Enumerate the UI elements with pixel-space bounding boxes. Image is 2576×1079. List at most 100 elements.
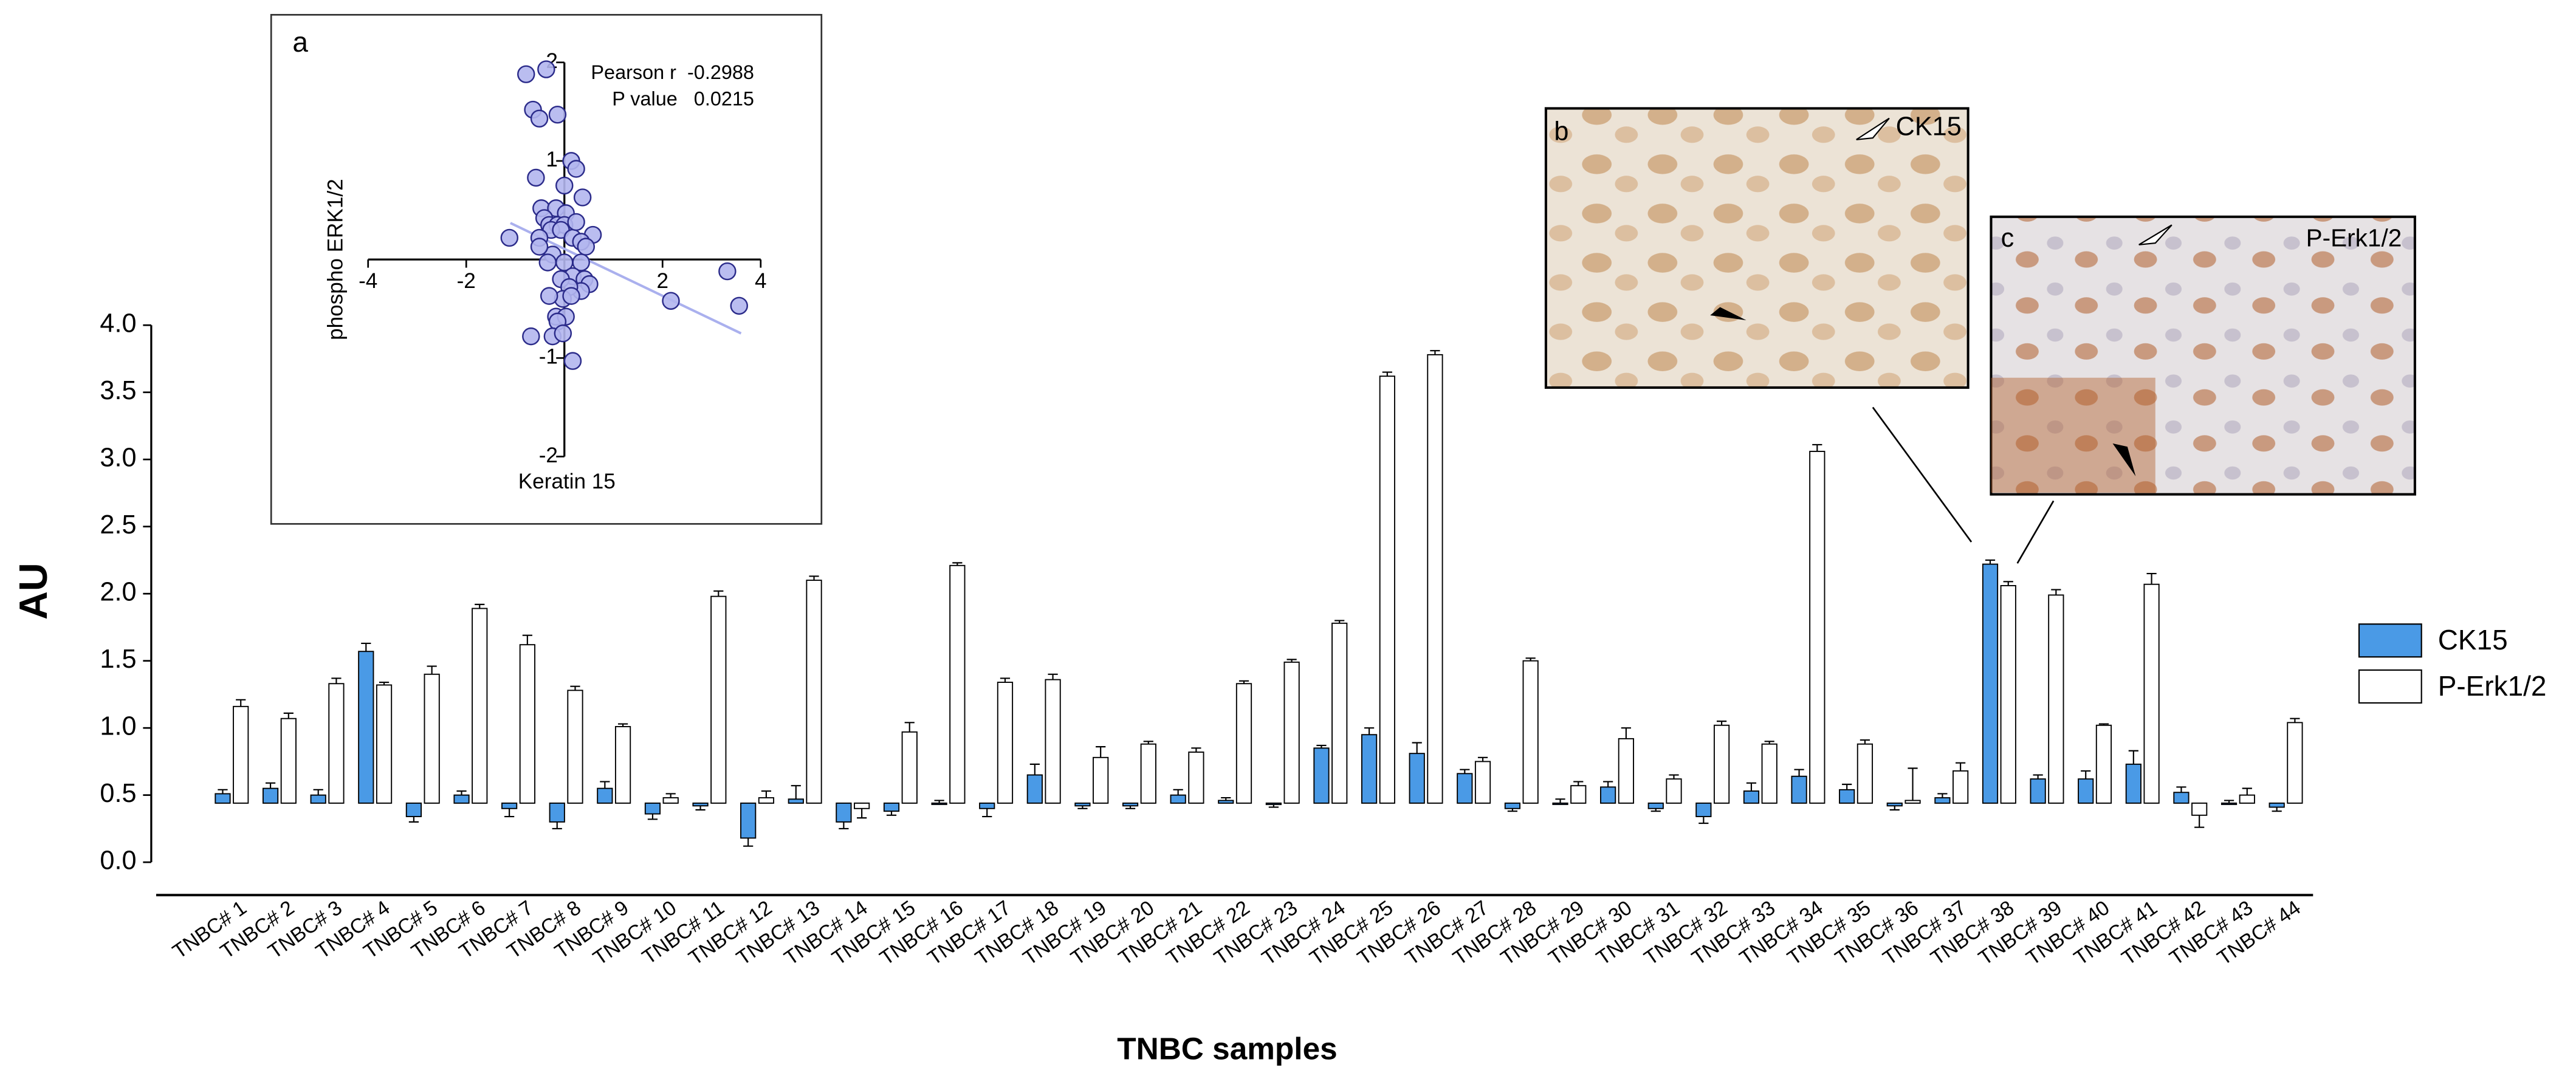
fit-line (510, 222, 742, 335)
y-tick-label: 1 (546, 148, 558, 171)
scatter-point (573, 188, 592, 207)
bar (549, 802, 565, 823)
bar (1045, 679, 1061, 804)
error-bar (2242, 787, 2252, 795)
bar (2191, 802, 2208, 816)
legend-swatch (2358, 623, 2422, 658)
y-axis-label: AU (11, 563, 55, 620)
error-bar (1048, 673, 1058, 680)
error-bar (857, 808, 867, 819)
error-bar (1238, 680, 1249, 684)
x-axis-label: Keratin 15 (518, 470, 616, 493)
bar (376, 684, 393, 804)
bar (2287, 722, 2303, 804)
error-bar (1191, 747, 1201, 752)
bar (1379, 375, 1395, 804)
bar (614, 726, 631, 804)
y-tick-label: 4.0 (100, 309, 136, 338)
error-bar (2003, 581, 2013, 586)
y-tick-label: 0.5 (100, 779, 136, 808)
error-bar (1364, 727, 1375, 735)
bar (358, 651, 374, 804)
error-bar (1603, 781, 1613, 787)
error-bar (1316, 744, 1327, 748)
bar (1283, 661, 1300, 804)
bar (1839, 789, 1855, 804)
micrograph (1544, 107, 1970, 389)
bar (2269, 802, 2285, 808)
error-bar (570, 685, 580, 691)
bar (1982, 563, 1999, 804)
bar (2095, 724, 2112, 804)
scatter-point (538, 253, 557, 272)
bar (501, 802, 518, 809)
bar (740, 802, 757, 839)
image-caption: CK15 (1896, 112, 1962, 141)
error-bar (1173, 789, 1183, 795)
bar (1666, 778, 1682, 804)
bar (931, 802, 947, 806)
scatter-point (522, 327, 540, 346)
bar (644, 802, 661, 815)
error-bar (1268, 804, 1279, 808)
bar (1570, 785, 1587, 804)
error-bar (1698, 817, 1709, 824)
x-tick-label: -4 (359, 269, 377, 293)
error-bar (331, 677, 342, 684)
scatter-point (517, 65, 535, 83)
error-bar (952, 562, 963, 566)
arrow (1856, 117, 1890, 140)
error-bar (1985, 559, 1996, 564)
bar (405, 802, 422, 817)
connector (1872, 406, 1973, 543)
bar (1809, 451, 1826, 804)
bar (424, 673, 440, 804)
bar (1953, 770, 1969, 804)
y-tick-label: 2.5 (100, 510, 136, 540)
error-bar (904, 722, 915, 732)
error-bar (2128, 750, 2138, 764)
error-bar (934, 800, 944, 803)
bar (662, 797, 679, 804)
bar (1886, 802, 1903, 807)
bar (1905, 800, 1921, 804)
bar (597, 787, 613, 804)
error-bar (886, 811, 897, 816)
bar (233, 705, 249, 804)
y-tick-label: 2.0 (100, 578, 136, 607)
scatter-point (530, 109, 549, 128)
bar (710, 595, 727, 804)
error-bar (2051, 589, 2061, 595)
bar (997, 682, 1014, 804)
legend-label: P-Erk1/2 (2438, 670, 2547, 702)
error-bar (379, 681, 390, 685)
y-tick-label: 1.5 (100, 645, 136, 674)
error-bar (1221, 797, 1231, 801)
y-tick-label: 3.0 (100, 444, 136, 473)
error-bar (1794, 769, 1804, 776)
error-bar (982, 808, 992, 818)
bar (1618, 738, 1634, 804)
bar (692, 802, 709, 807)
x-tick-label: 2 (656, 269, 668, 293)
panel-label: a (292, 26, 308, 58)
error-bar (1669, 774, 1679, 779)
y-tick-label: 3.5 (100, 376, 136, 405)
error-bar (1507, 808, 1518, 812)
panel-label: b (1554, 117, 1568, 146)
annotation: Pearson r -0.2988 (591, 61, 754, 83)
error-bar (427, 665, 437, 674)
bar (949, 564, 966, 804)
error-bar (809, 575, 819, 581)
scatter-point (530, 238, 549, 256)
error-bar (1077, 806, 1088, 809)
error-bar (617, 723, 628, 727)
x-tick-label: 4 (755, 269, 767, 293)
error-bar (695, 806, 706, 811)
error-bar (236, 699, 246, 707)
bar (1122, 802, 1139, 807)
scatter-point (567, 213, 585, 231)
error-bar (1525, 657, 1536, 661)
micrograph (1990, 215, 2416, 496)
error-bar (475, 603, 485, 609)
